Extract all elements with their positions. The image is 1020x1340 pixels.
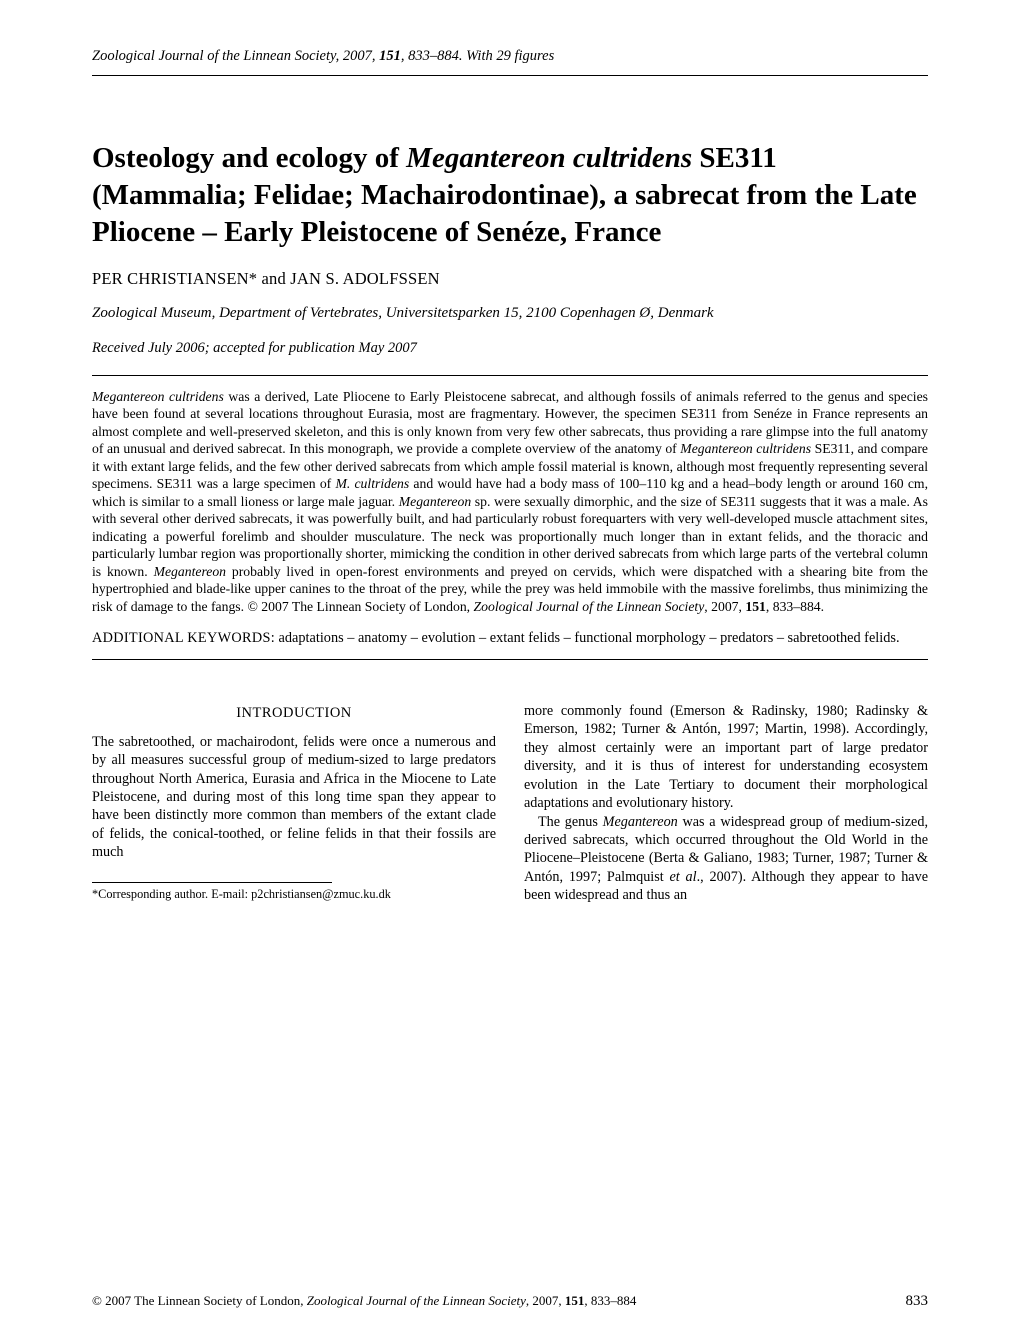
abstract: Megantereon cultridens was a derived, La… bbox=[92, 388, 928, 616]
corresponding-author-note: *Corresponding author. E-mail: p2christi… bbox=[92, 887, 496, 902]
keywords-label: ADDITIONAL KEYWORDS: bbox=[92, 630, 275, 646]
page-footer: © 2007 The Linnean Society of London, Zo… bbox=[92, 1293, 928, 1310]
rule-above-abstract-wrap bbox=[92, 375, 928, 376]
footer-copyright: © 2007 The Linnean Society of London, Zo… bbox=[92, 1293, 636, 1309]
intro-para-2: more commonly found (Emerson & Radinsky,… bbox=[524, 702, 928, 813]
received-line: Received July 2006; accepted for publica… bbox=[92, 340, 928, 357]
page-root: Zoological Journal of the Linnean Societ… bbox=[0, 0, 1020, 1340]
affiliation: Zoological Museum, Department of Vertebr… bbox=[92, 303, 928, 323]
keywords: ADDITIONAL KEYWORDS: adaptations – anato… bbox=[92, 629, 928, 648]
left-column: INTRODUCTION The sabretoothed, or machai… bbox=[92, 702, 496, 905]
running-head-rest: , 2007, 151, 833–884. With 29 figures bbox=[336, 48, 555, 64]
title-block: Osteology and ecology of Megantereon cul… bbox=[92, 140, 928, 357]
running-head: Zoological Journal of the Linnean Societ… bbox=[92, 48, 928, 65]
corresponding-rule bbox=[92, 882, 332, 883]
body-columns: INTRODUCTION The sabretoothed, or machai… bbox=[92, 702, 928, 905]
section-heading-introduction: INTRODUCTION bbox=[92, 704, 496, 723]
keywords-text: adaptations – anatomy – evolution – exta… bbox=[275, 630, 900, 646]
article-title: Osteology and ecology of Megantereon cul… bbox=[92, 140, 928, 251]
rule-below-keywords bbox=[92, 659, 928, 660]
intro-para-3: The genus Megantereon was a widespread g… bbox=[524, 813, 928, 905]
intro-para-1: The sabretoothed, or machairodont, felid… bbox=[92, 733, 496, 862]
running-head-journal: Zoological Journal of the Linnean Societ… bbox=[92, 48, 336, 64]
authors: PER CHRISTIANSEN* and JAN S. ADOLFSSEN bbox=[92, 269, 928, 289]
footer-page-number: 833 bbox=[906, 1293, 929, 1310]
rule-above-abstract bbox=[92, 375, 928, 376]
right-column: more commonly found (Emerson & Radinsky,… bbox=[524, 702, 928, 905]
rule-top bbox=[92, 75, 928, 76]
